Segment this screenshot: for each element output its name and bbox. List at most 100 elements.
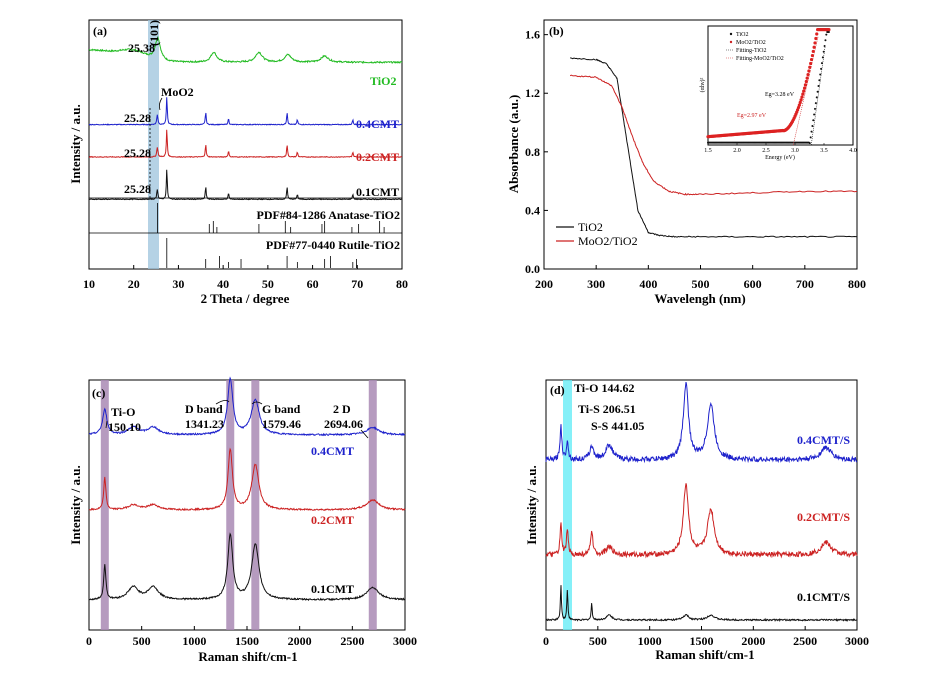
panel-c-y-title: Intensity / a.u. [68, 465, 83, 544]
inset-point-tio2 [819, 73, 822, 76]
panel-d-x-ticks: 0 500 1000 1500 2000 2500 3000 [543, 626, 869, 648]
inset-legend-2: Fitting-TiO2 [736, 48, 766, 54]
panel-c-annotation: Ti-O [111, 405, 135, 419]
raman-highlight-band [100, 380, 109, 630]
x-tick-label: 700 [796, 277, 814, 291]
series-line-0.4CMT [88, 376, 406, 437]
panel-a-series-label: 0.4CMT [356, 117, 399, 131]
x-tick-label: 200 [535, 277, 553, 291]
inset-x-tick-label: 2.0 [733, 148, 741, 154]
panel-a-arrow [158, 97, 163, 111]
inset-x-tick-label: 3.0 [791, 148, 799, 154]
raman-highlight-band [226, 380, 235, 630]
inset-point-moo2-tio2 [802, 89, 806, 93]
x-tick-label: 2000 [288, 634, 312, 648]
inset-point-tio2 [815, 96, 818, 99]
inset-point-moo2-tio2 [806, 73, 810, 77]
panel-a-highlight-band [148, 20, 159, 269]
panel-c-annotation: 150.10 [108, 420, 141, 434]
panel-c-arrow [360, 429, 369, 439]
x-tick-label: 1500 [690, 634, 714, 648]
panel-b-y-title: Absorbance (a.u.) [506, 95, 521, 194]
raman-highlight-band [251, 380, 260, 630]
inset-point-tio2 [827, 30, 830, 33]
x-tick-label: 800 [848, 277, 866, 291]
inset-point-moo2-tio2 [805, 76, 809, 80]
panel-a-xrd: 10 20 30 40 50 60 70 80 (a) 2 Theta / degree In… [68, 19, 408, 306]
series-line-TiO2 [88, 35, 403, 64]
panel-a-reference-label: PDF#84-1286 Anatase-TiO2 [257, 208, 400, 222]
x-tick-label: 60 [307, 277, 319, 291]
x-tick-label: 1000 [638, 634, 662, 648]
inset-point-moo2-tio2 [802, 86, 807, 90]
x-tick-label: 1000 [182, 634, 206, 648]
panel-d-raman: 0 500 1000 1500 2000 2500 3000 (d) Raman shift… [524, 379, 869, 662]
inset-point-moo2-tio2 [798, 100, 802, 105]
panel-c-annotation: 2694.06 [324, 417, 363, 431]
inset-point-tio2 [814, 102, 817, 105]
inset-x-tick-label: 3.5 [820, 148, 828, 154]
panel-b-y-ticks: 0.0 0.4 0.8 1.2 1.6 [525, 28, 548, 276]
inset-point-tio2 [811, 124, 814, 127]
raman-highlight-band [368, 380, 377, 630]
inset-x-title: Energy (eV) [765, 154, 795, 161]
panel-c-label: (c) [92, 386, 105, 400]
inset-point-tio2 [823, 44, 826, 47]
panel-c-x-title: Raman shift/cm-1 [198, 649, 297, 664]
series-line-0.2CMT/S [545, 483, 858, 559]
x-tick-label: 40 [217, 277, 229, 291]
inset-point-moo2-tio2 [799, 98, 803, 102]
panel-d-label: (d) [550, 383, 565, 397]
inset-x-tick-label: 4.0 [849, 148, 857, 154]
panel-a-series [88, 35, 403, 201]
inset-point-moo2-tio2 [813, 41, 817, 45]
inset-annotation: Eg=3.28 eV [765, 92, 795, 98]
panel-b-label: (b) [549, 24, 564, 38]
panel-c-arrow [215, 400, 230, 405]
x-tick-label: 300 [587, 277, 605, 291]
panel-c-annotation: 2 D [333, 402, 351, 416]
series-line-0.2CMT [88, 447, 406, 512]
series-line-0.4CMT [88, 97, 402, 126]
panel-a-x-title: 2 Theta / degree [201, 291, 290, 306]
inset-point-moo2-tio2 [814, 36, 818, 41]
panel-a-annotation: 25.28 [124, 111, 151, 125]
x-tick-label: 50 [262, 277, 274, 291]
y-tick-label: 0.8 [525, 145, 540, 159]
panel-c-annotation: G band [262, 402, 301, 416]
x-tick-label: 3000 [393, 634, 417, 648]
inset-point-tio2 [812, 119, 815, 122]
inset-x-tick-label: 2.5 [762, 148, 770, 154]
panel-b-legend: TiO2 MoO2/TiO2 [556, 220, 638, 248]
panel-c-highlight-bands [100, 380, 377, 630]
series-line-0.1CMT/S [545, 585, 858, 623]
x-tick-label: 600 [744, 277, 762, 291]
inset-point-moo2-tio2 [801, 92, 805, 96]
inset-curves [706, 27, 831, 146]
y-tick-label: 1.2 [525, 86, 540, 100]
x-tick-label: 80 [396, 277, 408, 291]
panel-a-series-label: TiO2 [370, 74, 396, 88]
panel-b-inset: 1.5 2.0 2.5 3.0 3.5 4.0 Energy (eV) (αhν)² Ti… [699, 25, 857, 161]
panel-d-annotation: S-S 441.05 [591, 419, 644, 433]
panel-a-annotation: 25.28 [124, 182, 151, 196]
inset-point-moo2-tio2 [815, 32, 819, 36]
panel-b-series [569, 57, 858, 238]
x-tick-label: 70 [351, 277, 363, 291]
inset-fit-tio2 [810, 45, 826, 146]
inset-point-tio2 [814, 107, 817, 110]
x-tick-label: 10 [83, 277, 95, 291]
panel-a-annotation: 25.28 [124, 146, 151, 160]
x-tick-label: 0 [543, 634, 549, 648]
inset-x-ticks: 1.5 2.0 2.5 3.0 3.5 4.0 [704, 143, 857, 154]
x-tick-label: 0 [86, 634, 92, 648]
panel-a-y-title: Intensity / a.u. [68, 104, 83, 183]
panel-d-series-label: 0.1CMT/S [797, 590, 850, 604]
series-line-0.1CMT [88, 169, 403, 201]
inset-legend-marker [729, 32, 733, 36]
panel-a-reference-lines [149, 97, 385, 268]
panel-c-series-label: 0.2CMT [311, 513, 354, 527]
inset-point-moo2-tio2 [811, 49, 815, 54]
inset-point-tio2 [808, 142, 811, 145]
